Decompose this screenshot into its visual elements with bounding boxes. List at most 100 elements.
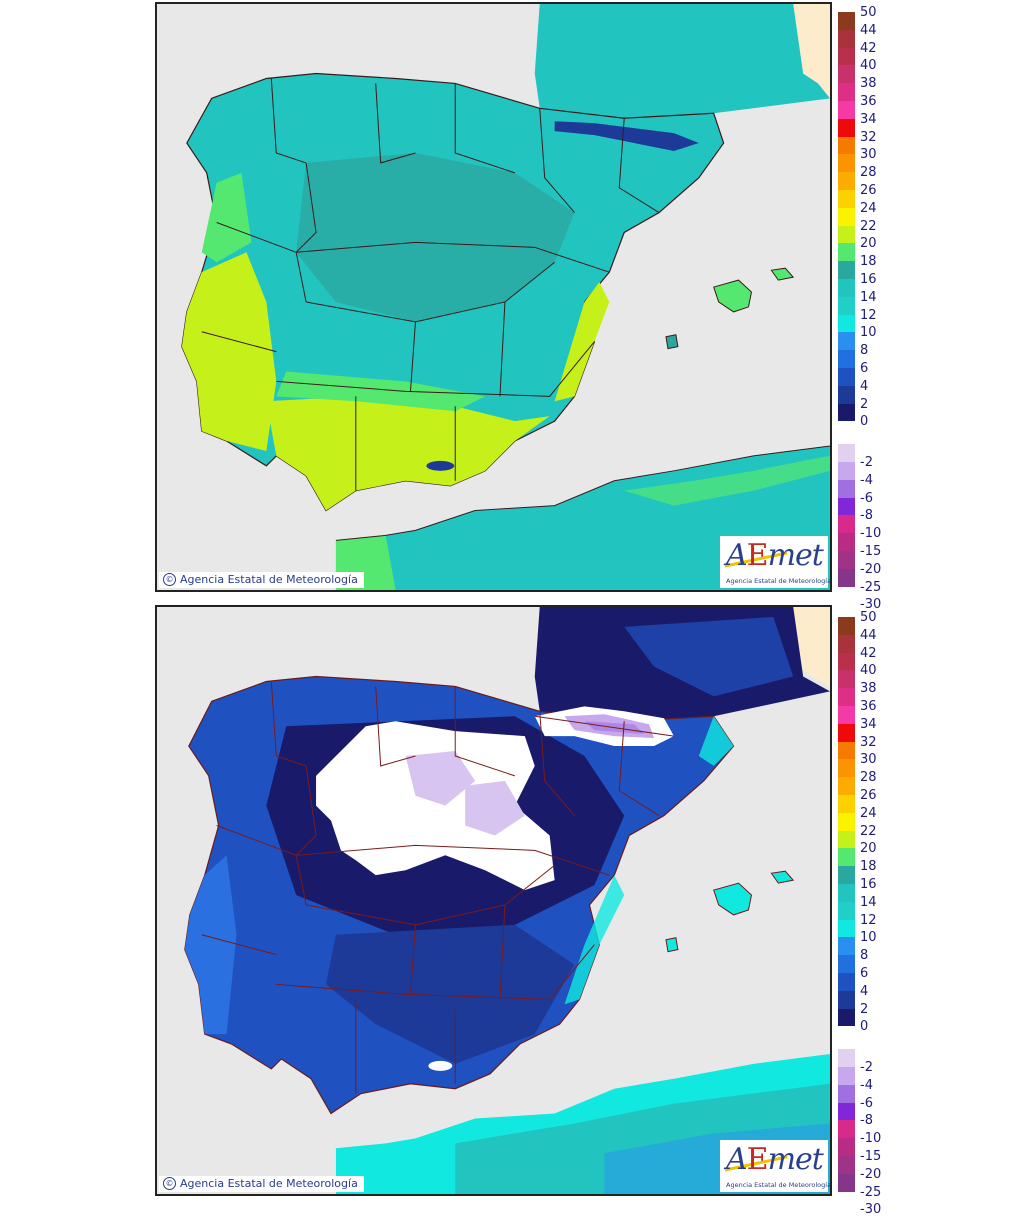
copyright-icon: © (163, 1177, 176, 1190)
legend-label: 10 (860, 930, 877, 946)
color-legend-bottom: 50 44 42 40 38 36 34 32 30 28 26 24 22 20 18 16 14 12 10 8 6… (838, 610, 898, 1217)
legend-label: 24 (860, 805, 877, 821)
legend-label: 0 (860, 1019, 869, 1035)
legend-label: -4 (860, 1077, 873, 1093)
legend-label: 36 (860, 698, 877, 714)
legend-label: 38 (860, 76, 877, 92)
legend-label: 12 (860, 912, 877, 928)
legend-swatch (838, 243, 855, 262)
map-panel-bottom: © Agencia Estatal de Meteorología AEmet … (155, 605, 832, 1196)
legend-swatch (838, 172, 855, 190)
legend-swatch (838, 795, 855, 813)
legend-swatch (838, 973, 855, 991)
legend-swatch (838, 759, 855, 778)
legend-label: -25 (860, 579, 882, 595)
legend-label: 2 (860, 396, 869, 412)
legend-label: 6 (860, 360, 869, 376)
legend-swatch (838, 884, 855, 902)
legend-swatch (838, 332, 855, 351)
legend-swatch (838, 136, 855, 155)
legend-label: -15 (860, 1148, 882, 1164)
legend-swatch (838, 568, 855, 587)
legend-label: 44 (860, 627, 877, 643)
legend-label: 4 (860, 378, 869, 394)
legend-label: 8 (860, 343, 869, 359)
legend-label: -2 (860, 455, 873, 470)
legend-swatch (838, 1138, 855, 1156)
legend-swatch (838, 1008, 855, 1027)
legend-swatch (838, 65, 855, 84)
legend-label: 8 (860, 948, 869, 964)
legend-label: -10 (860, 526, 882, 542)
legend-swatch (838, 29, 855, 48)
legend-labels-negative: -2 -4 -6 -8 -10 -15 -20 -25 -30 (860, 454, 881, 614)
legend-labels-positive: 50 44 42 40 38 36 34 32 30 28 26 24 22 20 18 16 14 12 10 8 6… (860, 4, 877, 431)
legend-label: 20 (860, 236, 877, 252)
legend-label: 26 (860, 182, 877, 198)
legend-label: 2 (860, 1001, 869, 1017)
legend-label: 34 (860, 111, 877, 127)
legend-swatch (838, 1156, 855, 1174)
legend-swatch (838, 47, 855, 66)
legend-label: -20 (860, 561, 882, 577)
legend-label: -30 (860, 597, 882, 613)
legend-label: 6 (860, 965, 869, 981)
legend-label: 18 (860, 859, 877, 875)
legend-swatch (838, 866, 855, 884)
logo-subtitle: Agencia Estatal de Meteorología (726, 1181, 832, 1189)
legend-label: 28 (860, 165, 877, 181)
legend-label: 38 (860, 681, 877, 697)
legend-label: 42 (860, 40, 877, 56)
legend-label: 40 (860, 663, 877, 679)
legend-swatch (838, 515, 855, 534)
legend-label: -8 (860, 508, 873, 524)
legend-swatch (838, 261, 855, 279)
legend-swatch (838, 497, 855, 516)
legend-swatch (838, 670, 855, 689)
legend-label: 14 (860, 894, 877, 910)
legend-label: 26 (860, 787, 877, 803)
legend-swatch (838, 955, 855, 973)
legend-label: 24 (860, 200, 877, 216)
legend-swatch (838, 634, 855, 653)
legend-label: 50 (860, 5, 877, 20)
logo-subtitle: Agencia Estatal de Meteorología (726, 577, 832, 585)
legend-label: 50 (860, 610, 877, 625)
legend-swatch (838, 1084, 855, 1103)
legend-label: 16 (860, 271, 877, 287)
legend-labels-positive: 50 44 42 40 38 36 34 32 30 28 26 24 22 20 18 16 14 12 10 8 6… (860, 609, 877, 1036)
legend-label: 30 (860, 752, 877, 768)
legend-label: 10 (860, 325, 877, 341)
legend-swatch (838, 444, 855, 462)
legend-swatch (838, 314, 855, 333)
legend-swatch (838, 848, 855, 867)
legend-labels-negative: -2 -4 -6 -8 -10 -15 -20 -25 -30 (860, 1059, 881, 1219)
legend-swatch (838, 350, 855, 368)
legend-label: 18 (860, 254, 877, 270)
legend-swatch (838, 1102, 855, 1121)
legend-label: -8 (860, 1113, 873, 1129)
legend-swatch (838, 154, 855, 173)
legend-label: -2 (860, 1060, 873, 1075)
legend-label: -15 (860, 543, 882, 559)
legend-swatch (838, 1067, 855, 1085)
legend-label: 20 (860, 841, 877, 857)
map-panel-top: © Agencia Estatal de Meteorología AEmet … (155, 2, 832, 592)
legend-swatch (838, 688, 855, 706)
legend-label: 16 (860, 876, 877, 892)
legend-label: 4 (860, 983, 869, 999)
legend-swatch (838, 937, 855, 956)
legend-swatch (838, 190, 855, 208)
legend-swatch (838, 479, 855, 498)
legend-label: 32 (860, 734, 877, 750)
legend-swatch (838, 723, 855, 742)
legend-swatch (838, 118, 855, 137)
legend-label: -30 (860, 1202, 882, 1218)
legend-swatch (838, 296, 855, 315)
legend-swatch (838, 462, 855, 480)
legend-label: -20 (860, 1166, 882, 1182)
legend-label: 36 (860, 93, 877, 109)
legend-swatch (838, 990, 855, 1009)
aemet-logo: AEmet Agencia Estatal de Meteorología (720, 536, 832, 588)
legend-label: -4 (860, 472, 873, 488)
